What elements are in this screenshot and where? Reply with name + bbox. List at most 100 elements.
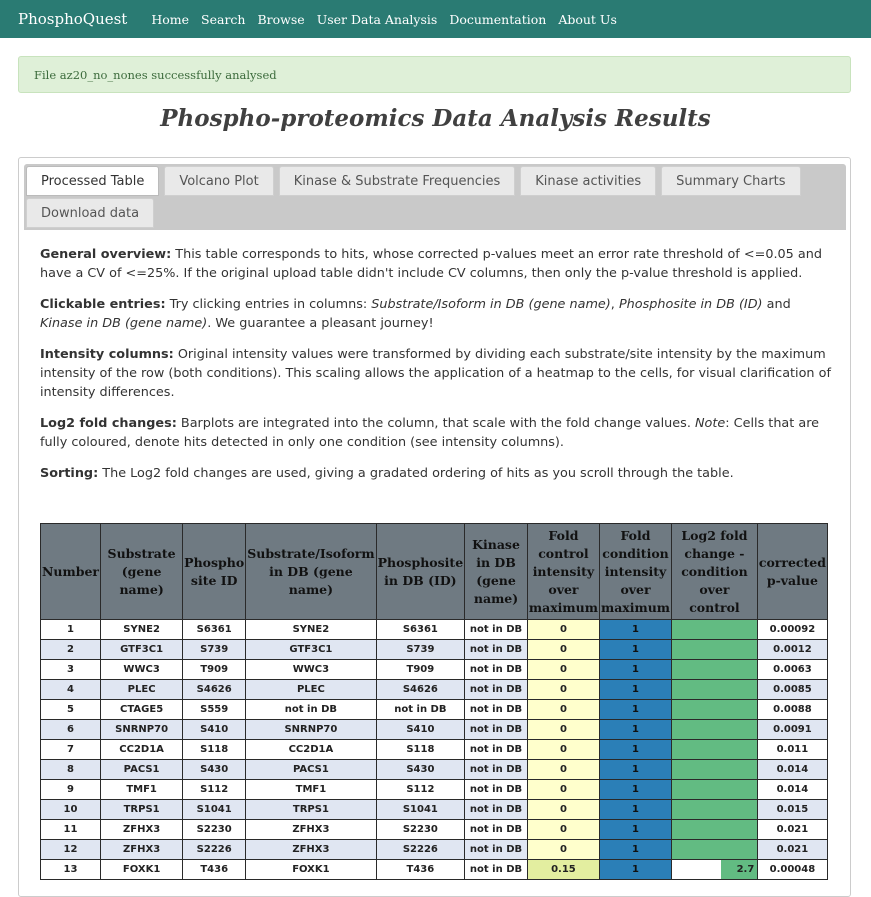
- cell-condition-intensity: 1: [598, 779, 673, 800]
- cell-kinase-db-link[interactable]: not in DB: [464, 719, 528, 740]
- cell-substrate: TRPS1: [100, 799, 184, 820]
- sorting-paragraph: Sorting: The Log2 fold changes are used,…: [40, 464, 836, 483]
- cell-phosphosite-db-link[interactable]: S430: [375, 759, 466, 780]
- cell-corrected-pvalue: 0.0012: [756, 639, 829, 660]
- cell-kinase-db-link[interactable]: not in DB: [464, 819, 528, 840]
- cell-substrate-db-link[interactable]: not in DB: [245, 699, 377, 720]
- cell-phosphosite-db-link[interactable]: S118: [375, 739, 466, 760]
- header-kinase-db[interactable]: Kinase in DB (gene name): [464, 523, 528, 620]
- cell-substrate: CC2D1A: [100, 739, 184, 760]
- cell-number: 12: [39, 839, 102, 860]
- cell-phosphosite-db-link[interactable]: T909: [375, 659, 466, 680]
- log2-fold-change-bar: [721, 860, 757, 879]
- sorting-text: The Log2 fold changes are used, giving a…: [98, 466, 734, 481]
- brand-logo[interactable]: PhosphoQuest: [18, 10, 128, 28]
- log2-fold-change-value: 2.7: [736, 864, 755, 875]
- cell-phosphosite-db-link[interactable]: S1041: [375, 799, 466, 820]
- nav-home[interactable]: Home: [151, 11, 190, 27]
- clickable-and: and: [762, 297, 791, 312]
- cell-substrate-db-link[interactable]: ZFHX3: [245, 839, 377, 860]
- cell-phosphosite-db-link[interactable]: not in DB: [375, 699, 466, 720]
- cell-phosphosite-db-link[interactable]: S739: [375, 639, 466, 660]
- cell-control-intensity: 0: [526, 799, 600, 820]
- header-log2-fold-change[interactable]: Log2 fold change - condition over contro…: [671, 523, 758, 620]
- cell-substrate-db-link[interactable]: SYNE2: [245, 619, 377, 640]
- cell-kinase-db-link[interactable]: not in DB: [464, 859, 528, 880]
- success-alert: File az20_no_nones successfully analysed: [18, 56, 851, 93]
- cell-kinase-db-link[interactable]: not in DB: [464, 759, 528, 780]
- cell-substrate-db-link[interactable]: ZFHX3: [245, 819, 377, 840]
- tab-volcano-plot[interactable]: Volcano Plot: [164, 166, 274, 196]
- cell-phosphosite-db-link[interactable]: S2226: [375, 839, 466, 860]
- cell-kinase-db-link[interactable]: not in DB: [464, 839, 528, 860]
- log2-note: Note: [694, 416, 726, 431]
- nav-documentation[interactable]: Documentation: [449, 11, 547, 27]
- cell-log2-fold-change: [671, 779, 758, 800]
- cell-condition-intensity: 1: [598, 639, 673, 660]
- clickable-entries-title: Clickable entries:: [40, 297, 166, 312]
- cell-substrate: SYNE2: [100, 619, 184, 640]
- tab-processed-table[interactable]: Processed Table: [26, 166, 160, 196]
- nav-user-data-analysis[interactable]: User Data Analysis: [316, 11, 438, 27]
- header-number[interactable]: Number: [39, 523, 102, 620]
- cell-substrate-db-link[interactable]: FOXK1: [245, 859, 377, 880]
- cell-number: 1: [39, 619, 102, 640]
- header-phosphosite-db[interactable]: Phosphosite in DB (ID): [375, 523, 466, 620]
- cell-phosphosite-db-link[interactable]: S112: [375, 779, 466, 800]
- cell-phosphosite-id: S559: [182, 699, 247, 720]
- cell-phosphosite-db-link[interactable]: T436: [375, 859, 466, 880]
- tab-kinase-substrate-frequencies[interactable]: Kinase & Substrate Frequencies: [278, 166, 516, 196]
- header-substrate-db[interactable]: Substrate/Isoform in DB (gene name): [245, 523, 377, 620]
- cell-kinase-db-link[interactable]: not in DB: [464, 779, 528, 800]
- cell-kinase-db-link[interactable]: not in DB: [464, 739, 528, 760]
- cell-substrate-db-link[interactable]: SNRNP70: [245, 719, 377, 740]
- cell-corrected-pvalue: 0.021: [756, 819, 829, 840]
- cell-kinase-db-link[interactable]: not in DB: [464, 799, 528, 820]
- table-row: 6 SNRNP70 S410 SNRNP70 S410 not in DB 0 1 0.0091: [39, 719, 829, 740]
- header-substrate[interactable]: Substrate (gene name): [100, 523, 184, 620]
- clickable-text-post: . We guarantee a pleasant journey!: [207, 316, 434, 331]
- cell-kinase-db-link[interactable]: not in DB: [464, 659, 528, 680]
- header-condition-intensity[interactable]: Fold condition intensity over maximum: [598, 523, 673, 620]
- table-row: 11 ZFHX3 S2230 ZFHX3 S2230 not in DB 0 1 0.021: [39, 819, 829, 840]
- nav-browse[interactable]: Browse: [257, 11, 305, 27]
- cell-phosphosite-id: S430: [182, 759, 247, 780]
- results-panel: Processed Table Volcano Plot Kinase & Su…: [18, 157, 851, 897]
- cell-kinase-db-link[interactable]: not in DB: [464, 679, 528, 700]
- page-title: Phospho-proteomics Data Analysis Results: [160, 105, 711, 132]
- clickable-text-pre: Try clicking entries in columns:: [165, 297, 372, 312]
- cell-phosphosite-db-link[interactable]: S6361: [375, 619, 466, 640]
- table-row: 13 FOXK1 T436 FOXK1 T436 not in DB 0.15 1 2.7 0.0…: [39, 859, 829, 880]
- cell-phosphosite-id: S739: [182, 639, 247, 660]
- cell-corrected-pvalue: 0.011: [756, 739, 829, 760]
- cell-substrate: FOXK1: [100, 859, 184, 880]
- tab-summary-charts[interactable]: Summary Charts: [661, 166, 801, 196]
- cell-substrate-db-link[interactable]: TMF1: [245, 779, 377, 800]
- cell-phosphosite-db-link[interactable]: S410: [375, 719, 466, 740]
- cell-substrate: PLEC: [100, 679, 184, 700]
- cell-substrate-db-link[interactable]: GTF3C1: [245, 639, 377, 660]
- cell-control-intensity: 0: [526, 719, 600, 740]
- nav-about-us[interactable]: About Us: [558, 11, 617, 27]
- cell-control-intensity: 0: [526, 779, 600, 800]
- cell-phosphosite-db-link[interactable]: S4626: [375, 679, 466, 700]
- cell-substrate-db-link[interactable]: WWC3: [245, 659, 377, 680]
- cell-kinase-db-link[interactable]: not in DB: [464, 619, 528, 640]
- cell-kinase-db-link[interactable]: not in DB: [464, 639, 528, 660]
- header-corrected-pvalue[interactable]: corrected p-value: [756, 523, 829, 620]
- header-phosphosite-id[interactable]: Phospho site ID: [182, 523, 247, 620]
- log2-fold-change-bar: [672, 780, 757, 799]
- cell-phosphosite-id: T909: [182, 659, 247, 680]
- cell-phosphosite-id: S2226: [182, 839, 247, 860]
- tab-kinase-activities[interactable]: Kinase activities: [520, 166, 657, 196]
- cell-substrate-db-link[interactable]: TRPS1: [245, 799, 377, 820]
- cell-substrate-db-link[interactable]: CC2D1A: [245, 739, 377, 760]
- cell-substrate-db-link[interactable]: PLEC: [245, 679, 377, 700]
- nav-search[interactable]: Search: [201, 11, 246, 27]
- cell-number: 3: [39, 659, 102, 680]
- header-control-intensity[interactable]: Fold control intensity over maximum: [526, 523, 600, 620]
- cell-substrate-db-link[interactable]: PACS1: [245, 759, 377, 780]
- tab-download-data[interactable]: Download data: [26, 198, 155, 228]
- cell-kinase-db-link[interactable]: not in DB: [464, 699, 528, 720]
- cell-phosphosite-db-link[interactable]: S2230: [375, 819, 466, 840]
